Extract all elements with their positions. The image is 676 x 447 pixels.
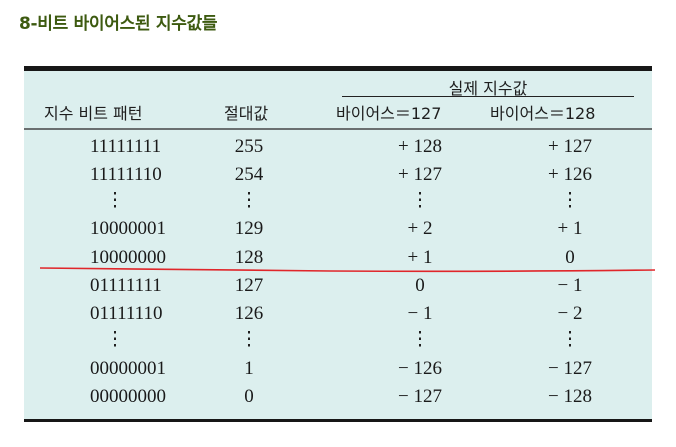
header-bias-127: 바이어스＝127 bbox=[336, 104, 442, 123]
vertical-ellipsis: ⋮ bbox=[410, 190, 430, 211]
span-header-underline bbox=[342, 96, 634, 97]
bias-127-cell: + 127 bbox=[398, 164, 442, 185]
absolute-value-cell: 1 bbox=[244, 358, 254, 379]
bit-pattern-cell: 00000000 bbox=[90, 386, 166, 407]
bit-pattern-cell: 11111110 bbox=[90, 164, 162, 185]
bias-128-cell: − 127 bbox=[548, 358, 592, 379]
vertical-ellipsis: ⋮ bbox=[105, 329, 125, 350]
bias-127-cell: − 127 bbox=[398, 386, 442, 407]
bias-127-cell: + 128 bbox=[398, 136, 442, 157]
figure-caption: 8-비트 바이어스된 지수값들 bbox=[19, 14, 218, 34]
vertical-ellipsis: ⋮ bbox=[239, 329, 259, 350]
bit-pattern-cell: 01111110 bbox=[90, 303, 163, 324]
header-separator-rule bbox=[24, 128, 652, 130]
header-bit-pattern: 지수 비트 패턴 bbox=[44, 104, 143, 123]
absolute-value-cell: 254 bbox=[234, 164, 264, 185]
header-absolute-value: 절대값 bbox=[224, 104, 269, 123]
bit-pattern-cell: 10000001 bbox=[90, 218, 166, 239]
exponent-bias-table: 실제 지수값 지수 비트 패턴 절대값 바이어스＝127 바이어스＝128 11… bbox=[24, 66, 652, 422]
bias-127-cell: − 1 bbox=[407, 303, 433, 324]
vertical-ellipsis: ⋮ bbox=[105, 190, 125, 211]
bias-128-cell: + 1 bbox=[557, 218, 583, 239]
vertical-ellipsis: ⋮ bbox=[560, 190, 580, 211]
bias-128-cell: 0 bbox=[565, 247, 575, 268]
bias-128-cell: − 128 bbox=[548, 386, 592, 407]
vertical-ellipsis: ⋮ bbox=[560, 329, 580, 350]
bit-pattern-cell: 10000000 bbox=[90, 247, 166, 268]
absolute-value-cell: 129 bbox=[234, 218, 264, 239]
bit-pattern-cell: 01111111 bbox=[90, 275, 162, 296]
table-bottom-rule bbox=[24, 419, 652, 422]
actual-exponent-header: 실제 지수값 bbox=[448, 79, 528, 98]
absolute-value-cell: 128 bbox=[234, 247, 264, 268]
bias-127-cell: + 1 bbox=[407, 247, 433, 268]
bit-pattern-cell: 11111111 bbox=[90, 136, 162, 157]
absolute-value-cell: 0 bbox=[244, 386, 254, 407]
header-bias-128: 바이어스＝128 bbox=[490, 104, 596, 123]
bias-127-cell: 0 bbox=[415, 275, 425, 296]
vertical-ellipsis: ⋮ bbox=[239, 190, 259, 211]
bias-128-cell: − 1 bbox=[557, 275, 583, 296]
bit-pattern-cell: 00000001 bbox=[90, 358, 166, 379]
absolute-value-cell: 127 bbox=[234, 275, 264, 296]
absolute-value-cell: 126 bbox=[234, 303, 264, 324]
table-top-rule bbox=[24, 66, 652, 71]
vertical-ellipsis: ⋮ bbox=[410, 329, 430, 350]
bias-127-cell: + 2 bbox=[407, 218, 433, 239]
absolute-value-cell: 255 bbox=[234, 136, 264, 157]
bias-127-cell: − 126 bbox=[398, 358, 442, 379]
bias-128-cell: + 126 bbox=[548, 164, 592, 185]
bias-128-cell: + 127 bbox=[548, 136, 592, 157]
bias-128-cell: − 2 bbox=[557, 303, 583, 324]
